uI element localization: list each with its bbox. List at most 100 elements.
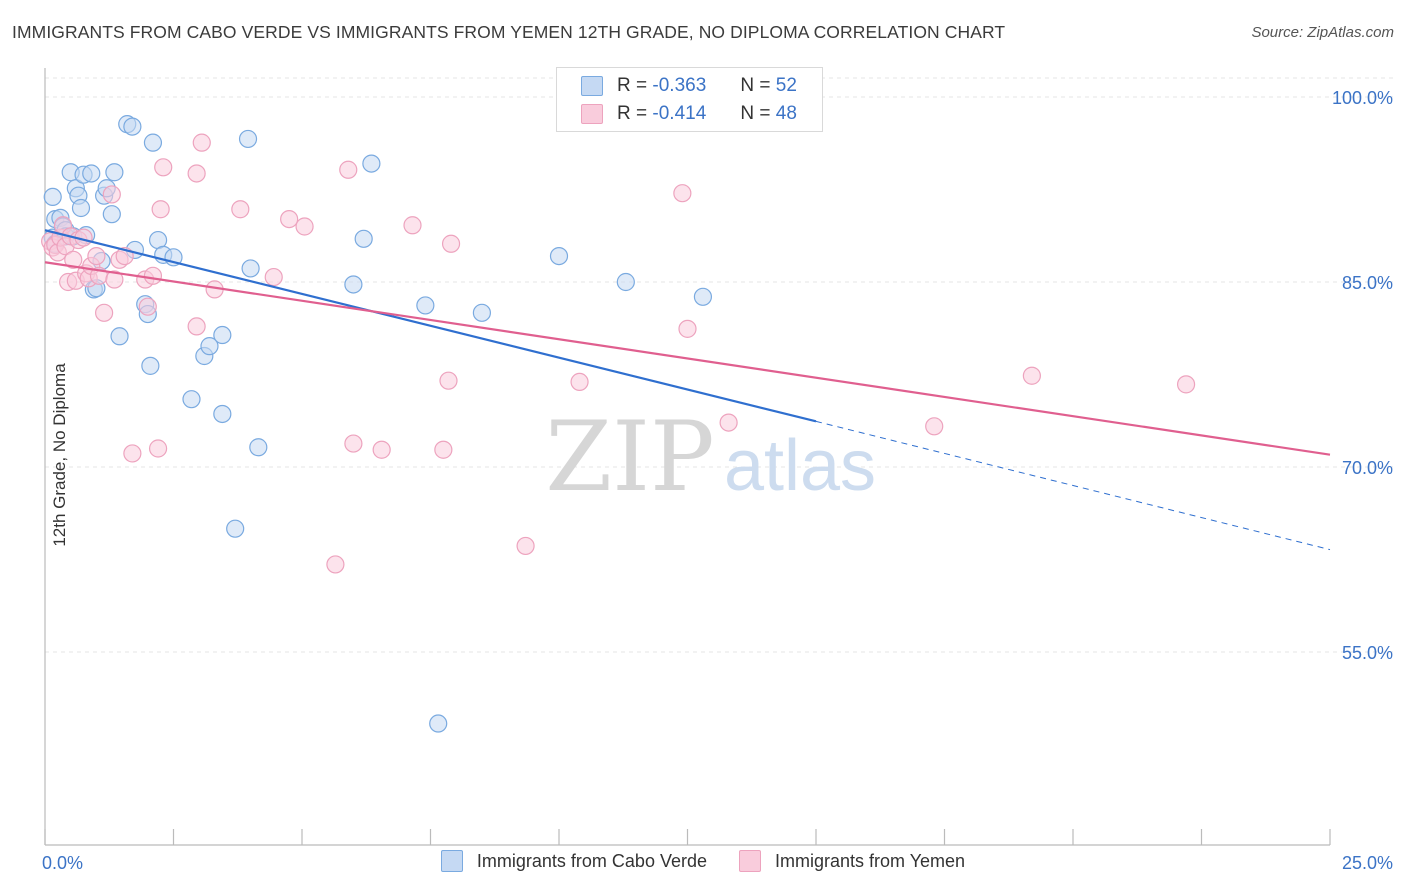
data-point: [95, 303, 114, 322]
data-point: [673, 184, 692, 203]
x-tick-label: 25.0%: [1342, 853, 1393, 873]
legend-swatch-pink: [739, 850, 761, 872]
data-point: [1176, 375, 1196, 394]
watermark-zip: ZIP: [545, 401, 714, 513]
data-point: [344, 434, 363, 453]
data-point: [187, 164, 206, 183]
legend-item-cabo-verde[interactable]: Immigrants from Cabo Verde: [440, 850, 707, 872]
data-point: [187, 317, 206, 336]
trend-line: [44, 261, 1331, 456]
y-tick-label: 55.0%: [1342, 643, 1393, 663]
y-tick-labels: 100.0% 85.0% 70.0% 55.0%: [1332, 88, 1393, 663]
n-value: 48: [775, 103, 797, 124]
data-point: [570, 372, 589, 391]
series-legend: Immigrants from Cabo Verde Immigrants fr…: [0, 850, 1406, 872]
data-point: [434, 440, 453, 459]
data-point: [344, 275, 363, 294]
data-point: [693, 287, 713, 306]
data-point: [43, 187, 62, 206]
data-point: [141, 356, 160, 375]
data-point: [182, 390, 201, 409]
data-point: [280, 210, 299, 229]
y-tick-label: 100.0%: [1332, 88, 1393, 108]
legend-label: Immigrants from Cabo Verde: [476, 850, 707, 871]
data-point: [441, 234, 461, 253]
data-point: [123, 117, 142, 136]
n-value: 52: [775, 75, 797, 96]
legend-item-yemen[interactable]: Immigrants from Yemen: [739, 850, 965, 872]
data-point: [362, 154, 381, 173]
data-point: [372, 440, 391, 459]
data-point: [213, 325, 232, 345]
r-label: R =: [617, 75, 648, 96]
stats-row-yemen: R = -0.414 N = 48: [581, 101, 797, 127]
y-tick-label: 85.0%: [1342, 273, 1393, 293]
data-point: [326, 555, 345, 574]
data-point: [213, 404, 232, 424]
watermark: ZIP atlas: [545, 401, 876, 513]
data-point: [143, 266, 163, 285]
data-point: [105, 270, 124, 289]
data-point: [192, 133, 211, 152]
data-point: [238, 129, 258, 149]
data-point: [264, 267, 283, 287]
data-point: [87, 247, 106, 266]
data-point: [439, 371, 458, 390]
n-label: N =: [740, 103, 771, 124]
data-point: [516, 536, 535, 556]
legend-swatch-blue: [440, 850, 463, 872]
data-point: [110, 327, 129, 346]
r-value: -0.414: [652, 103, 707, 124]
data-point: [138, 297, 157, 316]
source-label: Source: ZipAtlas.com: [1251, 24, 1394, 41]
n-label: N =: [740, 75, 771, 96]
r-value: -0.363: [652, 75, 707, 96]
data-point: [226, 519, 245, 538]
data-point: [82, 164, 101, 183]
data-point: [925, 417, 944, 436]
series-yemen-points: [41, 133, 1196, 574]
data-point: [339, 160, 358, 179]
data-point: [719, 413, 738, 432]
trend-lines: [44, 229, 1331, 551]
stats-legend: R = -0.363 N = 52 R = -0.414 N = 48: [556, 67, 823, 132]
data-point: [200, 337, 219, 356]
data-point: [616, 272, 635, 292]
y-tick-label: 70.0%: [1342, 458, 1393, 478]
stats-swatch-pink: [581, 104, 603, 124]
data-point: [105, 163, 124, 182]
legend-label: Immigrants from Yemen: [775, 850, 966, 871]
trend-line-extension: [815, 420, 1331, 551]
data-point: [154, 158, 173, 177]
gridlines: [45, 77, 1395, 653]
data-point: [231, 200, 250, 219]
data-point: [241, 259, 260, 278]
data-point: [429, 714, 448, 733]
watermark-atlas: atlas: [724, 426, 876, 506]
data-point: [1022, 366, 1041, 385]
data-point: [123, 444, 142, 463]
x-tick-labels: 0.0% 25.0%: [42, 853, 1393, 873]
data-point: [64, 250, 83, 269]
data-point: [151, 200, 170, 219]
stats-row-cabo-verde: R = -0.363 N = 52: [581, 73, 797, 99]
data-point: [354, 229, 373, 248]
data-point: [148, 439, 168, 458]
data-point: [678, 319, 697, 338]
data-point: [143, 133, 163, 152]
data-point: [549, 247, 569, 266]
data-point: [472, 303, 491, 322]
x-tick-label: 0.0%: [42, 853, 83, 873]
data-point: [71, 198, 91, 218]
r-label: R =: [617, 103, 648, 124]
data-point: [416, 296, 435, 315]
y-axis-label: 12th Grade, No Diploma: [50, 363, 69, 547]
data-point: [249, 438, 268, 457]
data-point: [102, 205, 121, 224]
trend-line: [44, 229, 817, 423]
data-point: [295, 217, 314, 236]
data-point: [102, 185, 121, 204]
stats-swatch-blue: [581, 76, 603, 96]
chart-title: IMMIGRANTS FROM CABO VERDE VS IMMIGRANTS…: [12, 22, 1006, 42]
